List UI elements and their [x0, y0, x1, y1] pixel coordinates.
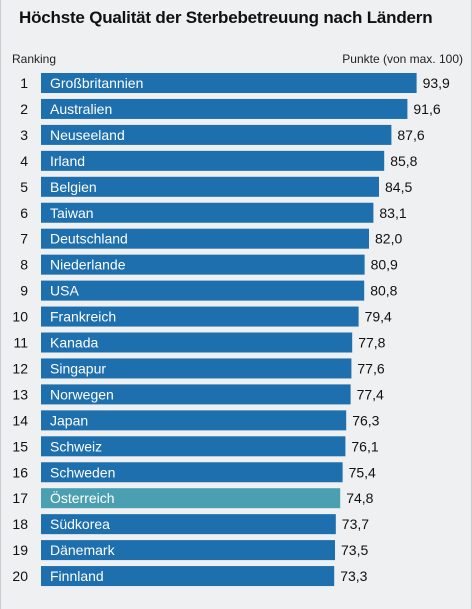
bar	[41, 228, 369, 249]
rank-label: 3	[20, 127, 28, 143]
value-label: 85,8	[390, 153, 417, 169]
category-label: Belgien	[50, 179, 97, 195]
category-label: Großbritannien	[50, 75, 143, 91]
category-label: Frankreich	[50, 309, 116, 325]
rank-label: 17	[12, 490, 28, 506]
rank-label: 14	[12, 412, 28, 428]
bar	[41, 332, 353, 353]
value-label: 76,1	[351, 438, 378, 454]
bar	[41, 280, 365, 301]
bar	[41, 176, 379, 197]
rank-label: 12	[12, 360, 28, 376]
value-label: 84,5	[385, 179, 412, 195]
rank-label: 2	[20, 101, 28, 117]
rank-label: 6	[20, 205, 28, 221]
value-label: 82,0	[375, 231, 402, 247]
ranking-header: Ranking	[12, 52, 57, 66]
value-label: 73,5	[341, 542, 368, 558]
category-label: Taiwan	[50, 205, 94, 221]
value-label: 91,6	[413, 101, 440, 117]
category-label: Deutschland	[50, 231, 128, 247]
rank-label: 9	[20, 283, 28, 299]
category-label: Dänemark	[50, 542, 116, 558]
rank-label: 18	[12, 516, 28, 532]
bar	[41, 566, 335, 587]
bar	[41, 488, 341, 509]
category-label: Finnland	[50, 568, 104, 584]
value-label: 73,3	[340, 568, 367, 584]
bar	[41, 410, 347, 431]
bar	[41, 540, 335, 561]
category-label: Südkorea	[50, 516, 110, 532]
bar	[41, 514, 336, 535]
value-label: 79,4	[365, 309, 392, 325]
category-label: Irland	[50, 153, 85, 169]
rank-label: 8	[20, 257, 28, 273]
bar	[41, 436, 346, 457]
category-label: Singapur	[50, 360, 106, 376]
rank-label: 19	[12, 542, 28, 558]
bar	[41, 98, 408, 119]
value-label: 80,9	[371, 257, 398, 273]
rank-label: 1	[20, 75, 28, 91]
category-label: Österreich	[50, 489, 115, 506]
rank-label: 7	[20, 231, 28, 247]
bar	[41, 384, 351, 405]
bar	[41, 202, 374, 223]
value-label: 77,4	[357, 386, 384, 402]
value-label: 77,8	[358, 335, 385, 351]
rank-label: 15	[12, 438, 28, 454]
value-label: 93,9	[423, 75, 450, 91]
value-label: 80,8	[370, 283, 397, 299]
rank-label: 13	[12, 386, 28, 402]
rank-label: 11	[13, 335, 28, 351]
value-label: 77,6	[357, 360, 384, 376]
category-label: Kanada	[50, 335, 98, 351]
bar	[41, 358, 352, 379]
rank-label: 4	[20, 153, 28, 169]
value-label: 87,6	[397, 127, 424, 143]
value-label: 73,7	[342, 516, 369, 532]
bar	[41, 150, 385, 171]
rank-label: 20	[12, 568, 28, 584]
category-label: Norwegen	[50, 386, 114, 402]
value-label: 74,8	[346, 490, 373, 506]
rank-label: 5	[20, 179, 28, 195]
points-header: Punkte (von max. 100)	[342, 52, 463, 66]
value-label: 83,1	[379, 205, 406, 221]
value-label: 76,3	[352, 412, 379, 428]
chart-title: Höchste Qualität der Sterbebetreuung nac…	[19, 8, 433, 27]
category-label: Schweiz	[50, 438, 102, 454]
category-label: Australien	[50, 101, 112, 117]
category-label: Niederlande	[50, 257, 126, 273]
bar	[41, 124, 392, 145]
bar	[41, 462, 343, 483]
category-label: USA	[50, 283, 79, 299]
bar	[41, 306, 359, 327]
rank-label: 16	[12, 464, 28, 480]
rank-label: 10	[12, 309, 28, 325]
category-label: Schweden	[50, 464, 115, 480]
bar	[41, 254, 365, 275]
value-label: 75,4	[349, 464, 376, 480]
category-label: Neuseeland	[50, 127, 125, 143]
bar	[41, 73, 417, 93]
category-label: Japan	[50, 412, 88, 428]
